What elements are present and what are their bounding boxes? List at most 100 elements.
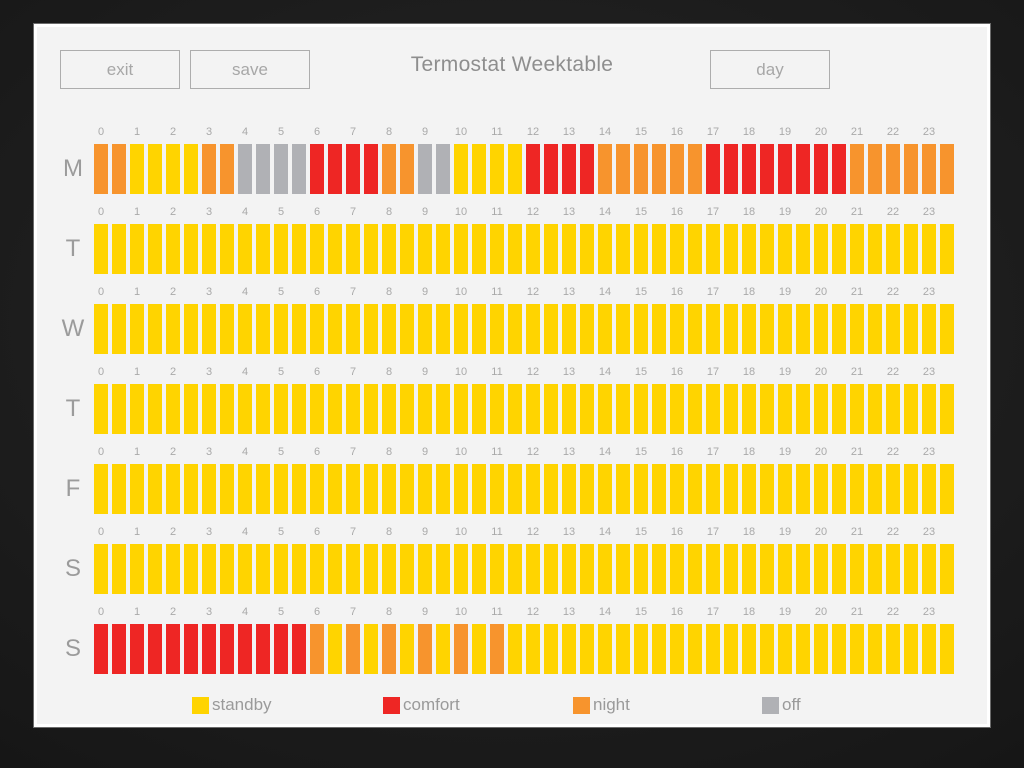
schedule-cell-standby[interactable]	[850, 304, 864, 354]
schedule-cell-standby[interactable]	[238, 384, 252, 434]
schedule-cell-standby[interactable]	[652, 304, 666, 354]
schedule-cell-standby[interactable]	[310, 304, 324, 354]
schedule-cell-standby[interactable]	[580, 624, 594, 674]
schedule-cell-standby[interactable]	[544, 384, 558, 434]
schedule-cell-standby[interactable]	[346, 304, 360, 354]
schedule-cell-standby[interactable]	[274, 304, 288, 354]
schedule-cell-night[interactable]	[382, 624, 396, 674]
schedule-cell-standby[interactable]	[634, 544, 648, 594]
schedule-cell-standby[interactable]	[292, 304, 306, 354]
schedule-cell-standby[interactable]	[418, 544, 432, 594]
schedule-cell-standby[interactable]	[436, 304, 450, 354]
schedule-cell-standby[interactable]	[706, 544, 720, 594]
schedule-cell-standby[interactable]	[868, 544, 882, 594]
schedule-cell-standby[interactable]	[508, 624, 522, 674]
schedule-cell-standby[interactable]	[688, 304, 702, 354]
schedule-cell-night[interactable]	[868, 144, 882, 194]
schedule-cell-standby[interactable]	[670, 304, 684, 354]
schedule-cell-standby[interactable]	[526, 624, 540, 674]
schedule-cell-standby[interactable]	[724, 384, 738, 434]
schedule-cell-standby[interactable]	[112, 544, 126, 594]
schedule-cell-standby[interactable]	[526, 304, 540, 354]
schedule-cell-standby[interactable]	[814, 224, 828, 274]
schedule-cell-standby[interactable]	[778, 304, 792, 354]
schedule-cell-comfort[interactable]	[742, 144, 756, 194]
schedule-cell-standby[interactable]	[922, 384, 936, 434]
schedule-cell-standby[interactable]	[544, 224, 558, 274]
schedule-cell-standby[interactable]	[148, 144, 162, 194]
schedule-cell-standby[interactable]	[346, 384, 360, 434]
schedule-cell-standby[interactable]	[616, 464, 630, 514]
schedule-cell-standby[interactable]	[94, 544, 108, 594]
schedule-cell-standby[interactable]	[328, 544, 342, 594]
schedule-cell-standby[interactable]	[310, 384, 324, 434]
schedule-cell-standby[interactable]	[454, 384, 468, 434]
schedule-cell-standby[interactable]	[472, 224, 486, 274]
schedule-cell-standby[interactable]	[922, 464, 936, 514]
schedule-cell-standby[interactable]	[112, 304, 126, 354]
schedule-cell-standby[interactable]	[436, 384, 450, 434]
schedule-cell-standby[interactable]	[454, 144, 468, 194]
schedule-cell-standby[interactable]	[526, 544, 540, 594]
schedule-cell-standby[interactable]	[580, 464, 594, 514]
schedule-cell-standby[interactable]	[220, 224, 234, 274]
schedule-cell-standby[interactable]	[418, 464, 432, 514]
schedule-cell-standby[interactable]	[256, 384, 270, 434]
schedule-cell-standby[interactable]	[886, 464, 900, 514]
schedule-cell-standby[interactable]	[850, 384, 864, 434]
schedule-cell-standby[interactable]	[904, 544, 918, 594]
schedule-cell-standby[interactable]	[256, 464, 270, 514]
schedule-cell-comfort[interactable]	[346, 144, 360, 194]
schedule-cell-standby[interactable]	[670, 384, 684, 434]
schedule-cell-standby[interactable]	[292, 224, 306, 274]
schedule-cell-standby[interactable]	[292, 384, 306, 434]
schedule-cell-night[interactable]	[400, 144, 414, 194]
schedule-cell-standby[interactable]	[562, 544, 576, 594]
schedule-cell-standby[interactable]	[850, 544, 864, 594]
schedule-cell-standby[interactable]	[508, 544, 522, 594]
schedule-cell-standby[interactable]	[904, 304, 918, 354]
schedule-cell-standby[interactable]	[868, 224, 882, 274]
schedule-cell-standby[interactable]	[436, 544, 450, 594]
schedule-cell-standby[interactable]	[202, 304, 216, 354]
schedule-cell-standby[interactable]	[328, 304, 342, 354]
schedule-cell-standby[interactable]	[634, 224, 648, 274]
schedule-cell-standby[interactable]	[238, 224, 252, 274]
schedule-cell-comfort[interactable]	[148, 624, 162, 674]
schedule-cell-standby[interactable]	[940, 224, 954, 274]
schedule-cell-standby[interactable]	[814, 544, 828, 594]
schedule-cell-standby[interactable]	[814, 384, 828, 434]
schedule-cell-standby[interactable]	[490, 544, 504, 594]
schedule-cell-standby[interactable]	[238, 304, 252, 354]
schedule-cell-standby[interactable]	[148, 544, 162, 594]
schedule-cell-standby[interactable]	[130, 464, 144, 514]
schedule-cell-standby[interactable]	[940, 464, 954, 514]
schedule-cell-standby[interactable]	[742, 624, 756, 674]
schedule-cell-standby[interactable]	[616, 544, 630, 594]
schedule-cell-comfort[interactable]	[832, 144, 846, 194]
schedule-cell-standby[interactable]	[184, 384, 198, 434]
schedule-cell-standby[interactable]	[310, 464, 324, 514]
schedule-cell-standby[interactable]	[832, 384, 846, 434]
schedule-cell-standby[interactable]	[832, 464, 846, 514]
schedule-cell-standby[interactable]	[742, 384, 756, 434]
schedule-cell-standby[interactable]	[400, 384, 414, 434]
schedule-cell-standby[interactable]	[184, 144, 198, 194]
schedule-cell-standby[interactable]	[94, 464, 108, 514]
schedule-cell-standby[interactable]	[130, 544, 144, 594]
schedule-cell-standby[interactable]	[130, 304, 144, 354]
schedule-cell-standby[interactable]	[778, 544, 792, 594]
schedule-cell-standby[interactable]	[706, 384, 720, 434]
schedule-cell-standby[interactable]	[202, 464, 216, 514]
schedule-cell-standby[interactable]	[832, 624, 846, 674]
schedule-cell-standby[interactable]	[472, 624, 486, 674]
schedule-cell-standby[interactable]	[364, 384, 378, 434]
schedule-cell-comfort[interactable]	[238, 624, 252, 674]
schedule-cell-standby[interactable]	[94, 224, 108, 274]
schedule-cell-standby[interactable]	[778, 384, 792, 434]
schedule-cell-night[interactable]	[940, 144, 954, 194]
schedule-cell-night[interactable]	[382, 144, 396, 194]
schedule-cell-comfort[interactable]	[130, 624, 144, 674]
schedule-cell-standby[interactable]	[634, 304, 648, 354]
schedule-cell-standby[interactable]	[130, 384, 144, 434]
